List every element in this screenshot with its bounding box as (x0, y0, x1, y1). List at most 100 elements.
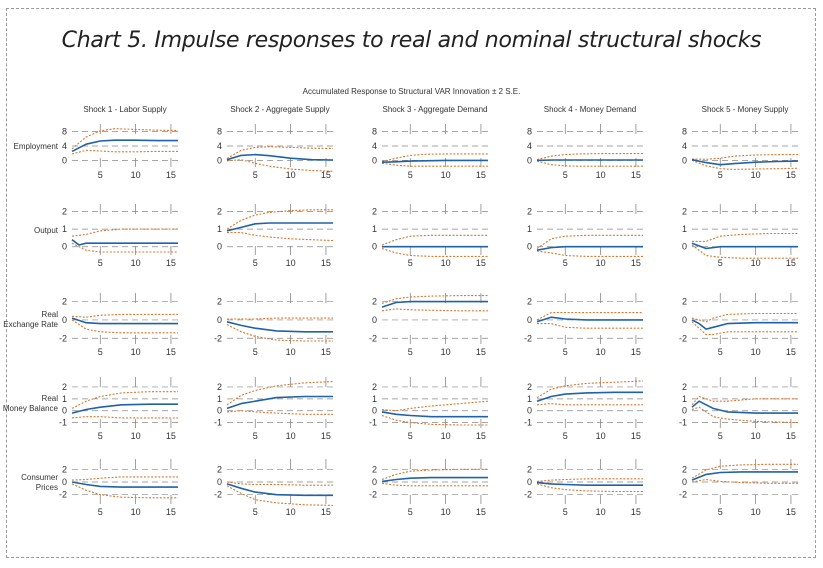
lower-band-line (71, 149, 178, 155)
y-tick-label: -1 (59, 418, 67, 428)
y-tick-label: 1 (372, 224, 377, 234)
x-tick-label: 15 (166, 431, 176, 441)
x-tick-label: 10 (131, 170, 141, 180)
upper-band-line (71, 313, 178, 318)
response-line (226, 153, 334, 161)
upper-band-line (692, 232, 798, 242)
y-tick-label: -1 (679, 418, 687, 428)
y-tick-label: 2 (527, 464, 532, 474)
y-tick-label: 0 (62, 242, 67, 252)
lower-band-line (691, 159, 799, 170)
x-tick-label: 10 (751, 431, 761, 441)
y-tick-label: 8 (62, 127, 67, 137)
row-label: Consumer (21, 473, 58, 482)
y-tick-label: 0 (527, 406, 532, 416)
upper-band-line (381, 234, 488, 246)
x-tick-label: 5 (563, 258, 568, 268)
upper-band-line (226, 146, 334, 160)
response-line (691, 158, 799, 166)
x-tick-label: 5 (718, 170, 723, 180)
response-line (71, 239, 178, 246)
x-tick-label: 15 (631, 170, 641, 180)
lower-band-line (381, 414, 488, 426)
x-tick-label: 5 (98, 170, 103, 180)
response-line (226, 222, 333, 232)
upper-band-line (536, 478, 643, 482)
y-tick-label: -2 (679, 333, 687, 343)
x-tick-label: 10 (131, 347, 141, 357)
x-tick-label: 5 (718, 258, 723, 268)
y-tick-label: 0 (62, 406, 67, 416)
lower-band-line (381, 247, 488, 257)
x-tick-label: 10 (131, 507, 141, 517)
response-line (381, 411, 488, 418)
lower-band-line (226, 410, 333, 415)
y-tick-label: 4 (527, 141, 532, 151)
y-tick-label: 0 (682, 477, 687, 487)
x-tick-label: 10 (596, 347, 606, 357)
y-tick-label: 1 (527, 224, 532, 234)
x-tick-label: 10 (286, 347, 296, 357)
y-tick-label: -1 (369, 418, 377, 428)
y-tick-label: 0 (372, 155, 377, 165)
x-tick-label: 15 (786, 170, 796, 180)
y-tick-label: 0 (527, 155, 532, 165)
upper-band-line (691, 154, 798, 160)
y-tick-label: 0 (217, 477, 222, 487)
y-tick-label: 4 (62, 141, 67, 151)
x-tick-label: 10 (441, 347, 451, 357)
x-tick-label: 5 (718, 431, 723, 441)
y-tick-label: 0 (372, 406, 377, 416)
upper-band-line (226, 481, 333, 486)
x-tick-label: 5 (563, 507, 568, 517)
x-tick-label: 5 (563, 170, 568, 180)
y-tick-label: -2 (214, 333, 222, 343)
chart-title: Chart 5. Impulse responses to real and n… (61, 28, 762, 53)
y-tick-label: 4 (372, 141, 377, 151)
x-tick-label: 10 (596, 258, 606, 268)
y-tick-label: 2 (62, 464, 67, 474)
response-line (691, 319, 798, 330)
upper-band-line (227, 317, 333, 320)
row-label: Employment (14, 142, 59, 151)
y-tick-label: 2 (217, 464, 222, 474)
row-label: Money Balance (3, 404, 59, 413)
y-tick-label: 2 (527, 207, 532, 217)
y-tick-label: 0 (217, 242, 222, 252)
y-tick-label: 0 (372, 315, 377, 325)
x-tick-label: 10 (751, 507, 761, 517)
response-line (71, 403, 178, 414)
upper-band-line (536, 312, 643, 321)
upper-band-line (71, 476, 178, 481)
y-tick-label: -2 (524, 333, 532, 343)
y-tick-label: -2 (214, 490, 222, 500)
y-tick-label: 2 (217, 382, 222, 392)
response-line (226, 483, 333, 497)
response-line (381, 300, 488, 308)
lower-band-line (691, 321, 798, 336)
x-tick-label: 5 (98, 507, 103, 517)
x-tick-label: 5 (563, 347, 568, 357)
x-tick-label: 10 (751, 170, 761, 180)
y-tick-label: 1 (62, 224, 67, 234)
y-tick-label: 1 (682, 224, 687, 234)
x-tick-label: 15 (166, 507, 176, 517)
upper-band-line (71, 128, 179, 150)
x-tick-label: 10 (286, 431, 296, 441)
upper-band-line (381, 295, 488, 304)
x-tick-label: 15 (476, 347, 486, 357)
lower-band-line (536, 483, 643, 493)
upper-band-line (536, 380, 644, 399)
x-tick-label: 15 (166, 258, 176, 268)
y-tick-label: 0 (682, 406, 687, 416)
x-tick-label: 15 (166, 347, 176, 357)
y-tick-label: -2 (59, 333, 67, 343)
column-heading: Shock 4 - Money Demand (544, 105, 637, 114)
y-tick-label: -2 (679, 490, 687, 500)
y-tick-label: 0 (682, 155, 687, 165)
y-tick-label: 2 (527, 297, 532, 307)
lower-band-line (536, 160, 643, 167)
x-tick-label: 5 (253, 347, 258, 357)
response-line (381, 476, 488, 483)
x-tick-label: 10 (751, 347, 761, 357)
